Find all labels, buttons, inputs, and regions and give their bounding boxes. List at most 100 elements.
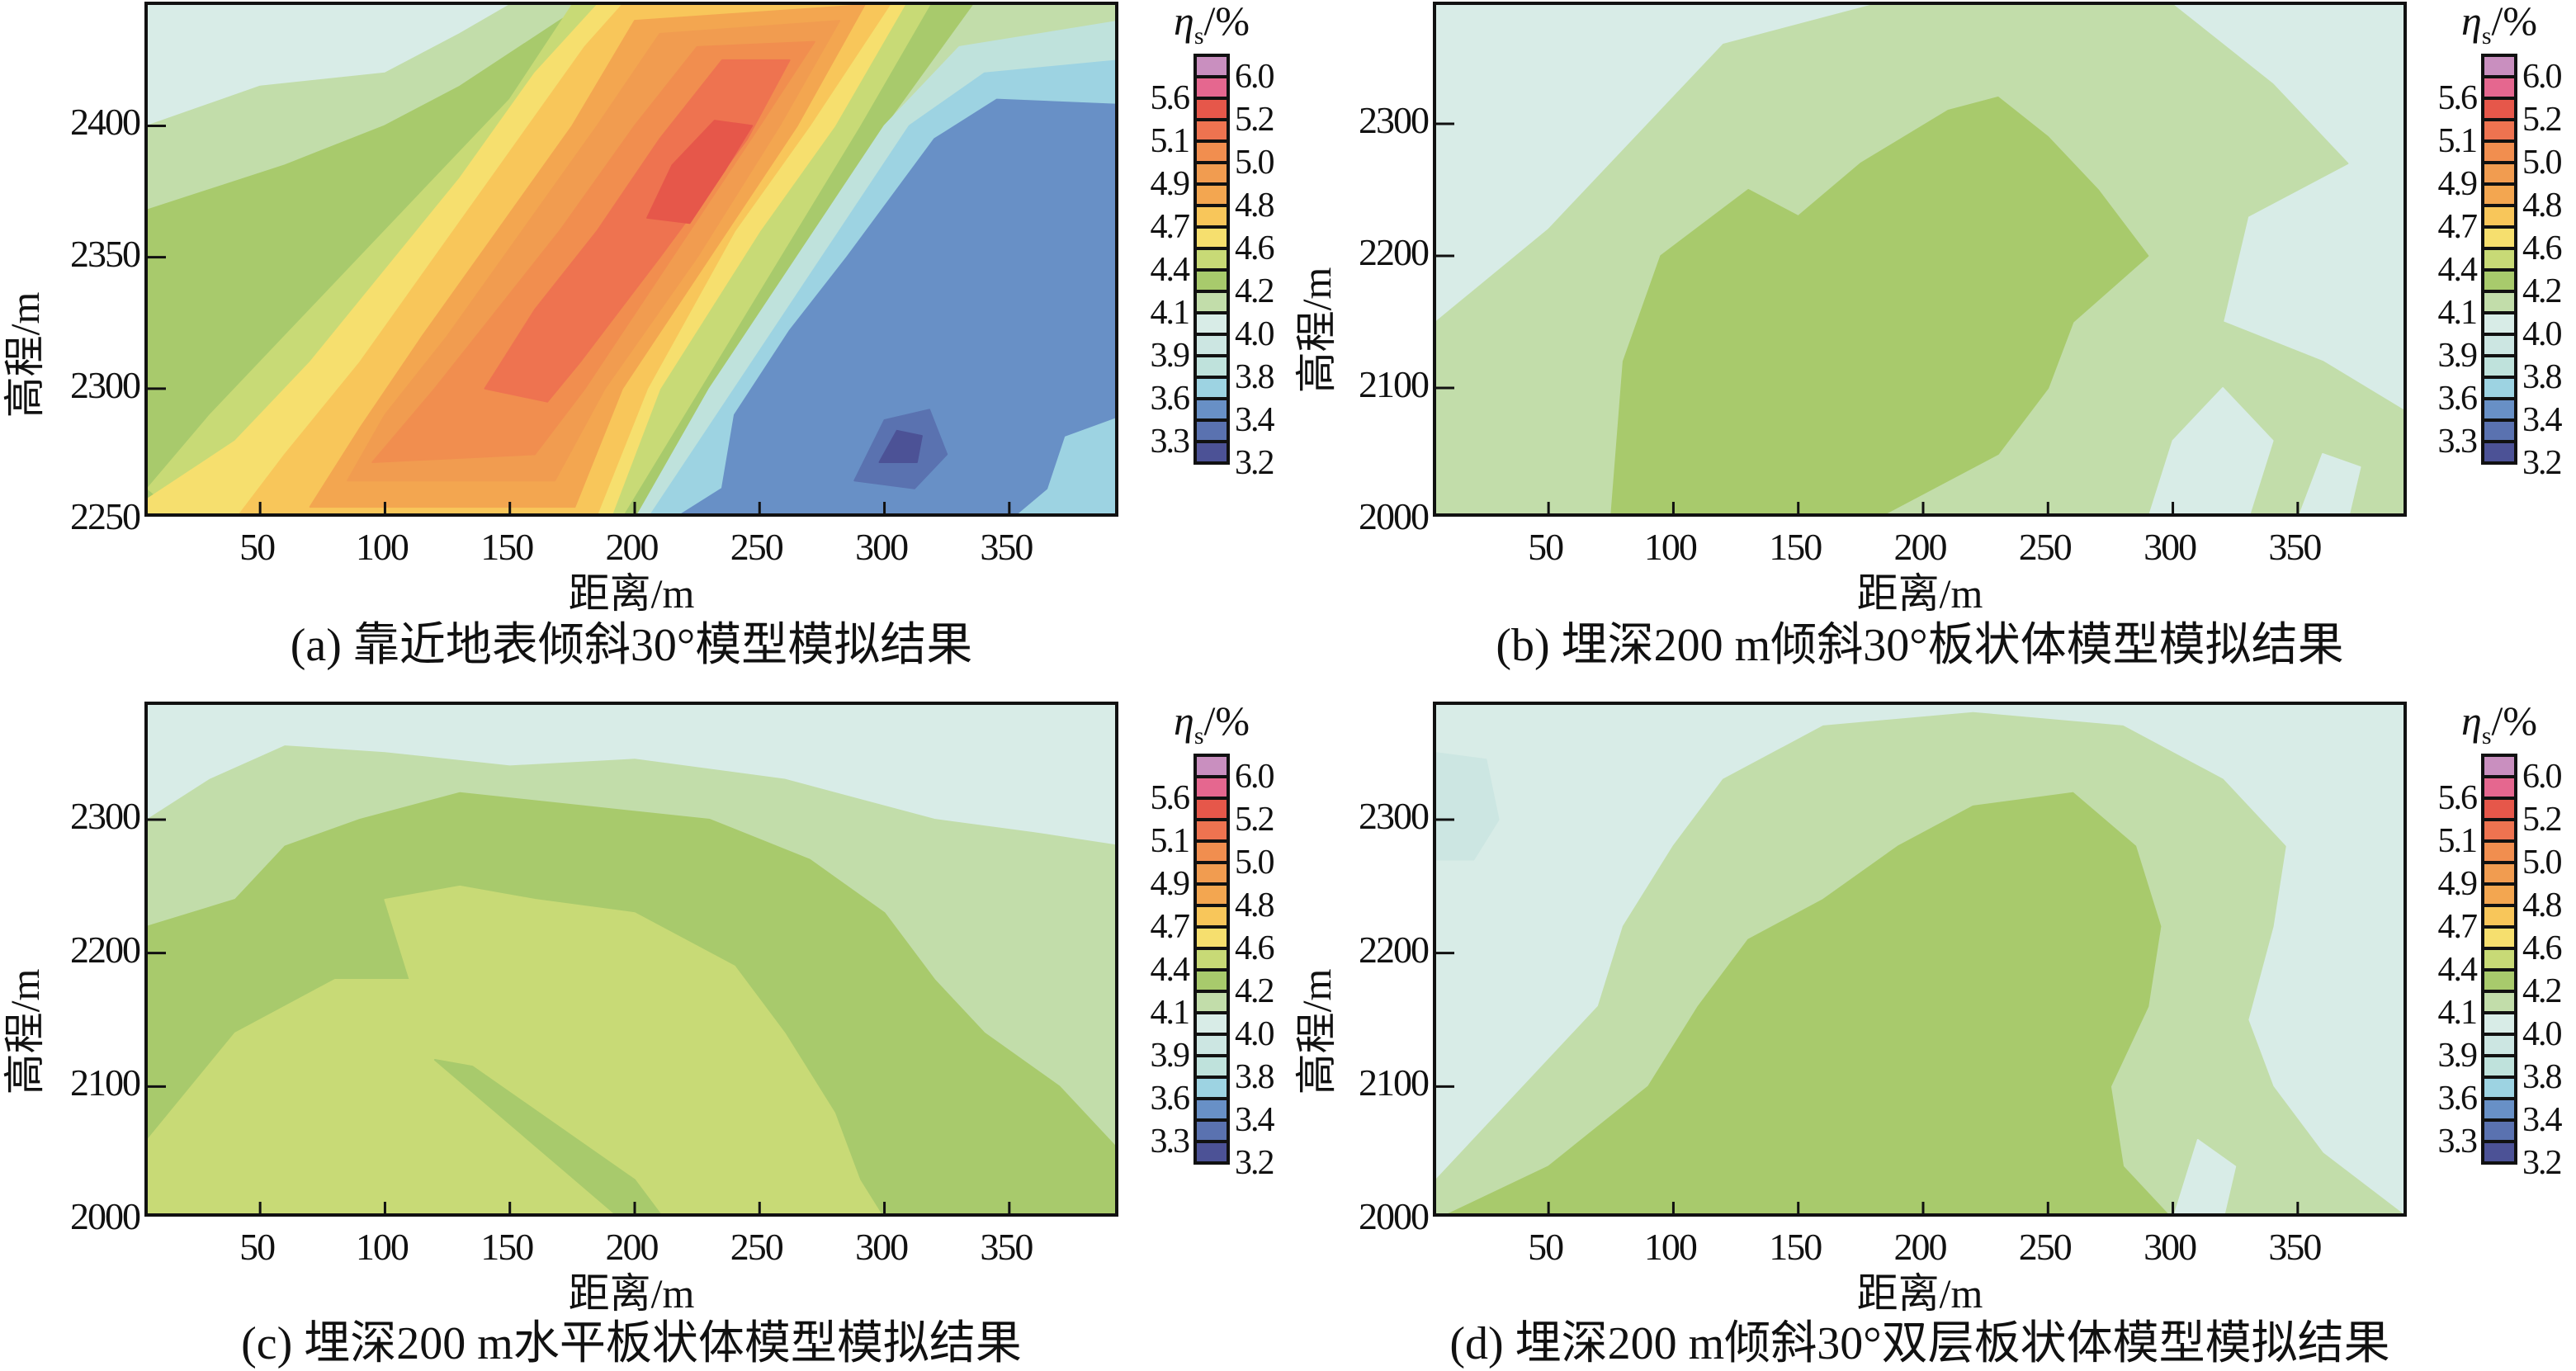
colorbar-label: 5.6 — [1150, 779, 1190, 817]
colorbar-label: 4.9 — [1150, 865, 1190, 903]
x-tick-label: 350 — [2268, 526, 2322, 568]
contour-region-4 — [2174, 1139, 2237, 1213]
colorbar-label: 4.1 — [1150, 994, 1190, 1032]
colorbar-label: 4.7 — [1150, 208, 1190, 246]
contour-region-4 — [2148, 387, 2274, 513]
x-tick-label: 300 — [2144, 1226, 2197, 1268]
x-tick-label: 200 — [1893, 1226, 1948, 1268]
colorbar-label: 4.9 — [1150, 165, 1190, 203]
x-tick-label: 250 — [730, 526, 784, 568]
contour-plot-area — [144, 2, 1118, 517]
colorbar-swatch — [2481, 1140, 2517, 1165]
y-axis-label: 高程/m — [1293, 267, 1340, 394]
colorbar-label: 5.1 — [2437, 822, 2478, 860]
colorbar-label: 4.6 — [1235, 929, 1274, 967]
colorbar-label: 3.6 — [1150, 1080, 1190, 1118]
y-tick-label: 2400 — [70, 101, 141, 144]
colorbar-label: 6.0 — [2522, 758, 2562, 796]
colorbar-label: 3.8 — [1235, 358, 1274, 396]
colorbar-label: 4.8 — [2522, 187, 2562, 225]
colorbar-title: ηs/% — [1174, 0, 1250, 49]
panel-caption: (b) 埋深200 m倾斜30°板状体模型模拟结果 — [1496, 620, 2344, 671]
colorbar-label: 5.6 — [2437, 79, 2478, 117]
contour-region-4-2 — [1448, 792, 2168, 1213]
x-tick-label: 250 — [730, 1226, 784, 1268]
colorbar-swatch — [1193, 1097, 1230, 1122]
colorbar-swatch — [1193, 139, 1230, 164]
colorbar-label: 3.8 — [2522, 1058, 2562, 1096]
colorbar-label: 4.2 — [2522, 272, 2562, 310]
contour-region-5-2 — [646, 120, 754, 225]
colorbar-unit: /% — [1203, 697, 1250, 744]
y-tick-label: 2250 — [70, 495, 141, 537]
x-tick-label: 250 — [2018, 1226, 2073, 1268]
colorbar-label: 4.4 — [2437, 951, 2478, 989]
colorbar-label: 4.4 — [1150, 251, 1190, 289]
colorbar-swatch — [2481, 925, 2517, 950]
colorbar-swatch — [1193, 440, 1230, 465]
colorbar-swatch — [2481, 440, 2517, 465]
colorbar-label: 3.8 — [1235, 1058, 1274, 1096]
colorbar-symbol: η — [2461, 0, 2482, 44]
colorbar-swatch — [2481, 839, 2517, 864]
colorbar-label: 4.9 — [2437, 865, 2478, 903]
colorbar-label: 5.1 — [1150, 122, 1190, 160]
colorbar-label: 5.2 — [1235, 801, 1274, 839]
x-tick-label: 250 — [2018, 526, 2073, 568]
colorbar-title: ηs/% — [1174, 700, 1250, 749]
y-tick-label: 2200 — [1359, 928, 1430, 971]
panel-caption: (d) 埋深200 m倾斜30°双层板状体模型模拟结果 — [1449, 1318, 2390, 1369]
colorbar-label: 3.2 — [2522, 444, 2562, 482]
colorbar-symbol: η — [1174, 697, 1194, 744]
colorbar-label: 4.8 — [1235, 187, 1274, 225]
colorbar-label: 4.7 — [2437, 208, 2478, 246]
colorbar-label: 3.3 — [1150, 423, 1190, 461]
colorbar-label: 5.0 — [1235, 144, 1274, 182]
y-tick-label: 2100 — [1359, 363, 1430, 405]
colorbar-swatch — [2481, 1033, 2517, 1057]
colorbar-label: 4.0 — [2522, 315, 2562, 353]
colorbar-swatch — [2481, 775, 2517, 800]
y-tick-label: 2000 — [1359, 1195, 1430, 1237]
x-tick-label: 200 — [1893, 526, 1948, 568]
y-tick-label: 2000 — [70, 1195, 141, 1237]
colorbar-label: 6.0 — [1235, 58, 1274, 96]
x-tick-label: 300 — [855, 526, 909, 568]
colorbar-label: 4.1 — [2437, 994, 2478, 1032]
colorbar-subscript: s — [1193, 722, 1204, 749]
x-tick-label: 300 — [855, 1226, 909, 1268]
x-tick-label: 100 — [355, 1226, 409, 1268]
contour-region-4-2 — [1610, 97, 2149, 513]
colorbar-swatch — [2481, 182, 2517, 207]
colorbar-label: 4.1 — [1150, 294, 1190, 332]
contour-region-3-2 — [878, 429, 923, 463]
x-tick-label: 100 — [1643, 526, 1698, 568]
colorbar-label: 4.1 — [2437, 294, 2478, 332]
colorbar-label: 3.2 — [2522, 1144, 2562, 1182]
colorbar-label: 4.6 — [2522, 929, 2562, 967]
colorbar-unit: /% — [1203, 0, 1250, 44]
x-tick-label: 50 — [1528, 526, 1564, 568]
colorbar-label: 4.7 — [2437, 908, 2478, 946]
colorbar-label: 3.6 — [1150, 380, 1190, 418]
colorbar-label: 4.4 — [2437, 251, 2478, 289]
colorbar-label: 3.3 — [1150, 1123, 1190, 1161]
colorbar-label: 3.4 — [2522, 1101, 2562, 1139]
contour-region-4 — [2299, 453, 2361, 513]
contour-region-3-9 — [1436, 752, 1500, 861]
panel-caption: (c) 埋深200 m水平板状体模型模拟结果 — [241, 1318, 1022, 1369]
colorbar-label: 4.8 — [2522, 886, 2562, 924]
colorbar-label: 4.0 — [2522, 1015, 2562, 1053]
colorbar-symbol: η — [2461, 697, 2482, 744]
y-axis-label: 高程/m — [2, 968, 48, 1095]
y-tick-label: 2000 — [1359, 495, 1430, 537]
colorbar-label: 5.2 — [1235, 101, 1274, 139]
panel-caption: (a) 靠近地表倾斜30°模型模拟结果 — [290, 620, 973, 671]
colorbar-swatch — [2481, 247, 2517, 272]
colorbar: ηs/% 6.0 5.6 5.2 5.1 5.0 4.9 4.8 4.7 4.6 4.4 4.2 4.1… — [2438, 700, 2563, 1180]
colorbar-swatch — [2481, 290, 2517, 314]
colorbar-label: 5.0 — [2522, 144, 2562, 182]
x-tick-label: 150 — [1769, 1226, 1822, 1268]
contour-svg — [148, 745, 1115, 1213]
colorbar-swatch — [1193, 204, 1230, 229]
